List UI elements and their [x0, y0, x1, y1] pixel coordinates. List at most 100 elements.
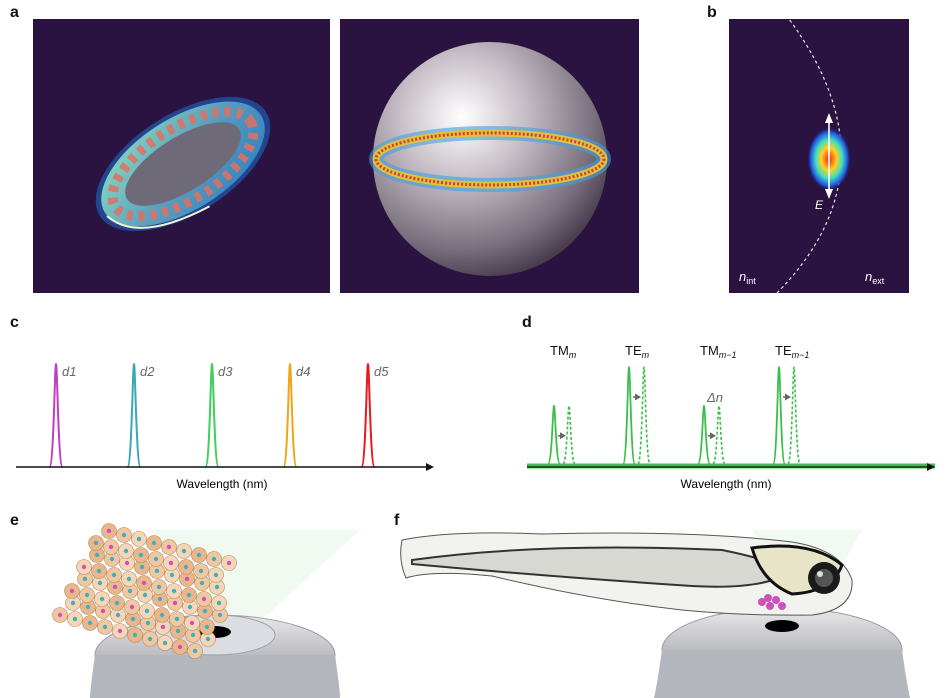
peak-d5	[360, 362, 376, 468]
peak-label-d1: d1	[62, 364, 76, 379]
mode-label-3: TMm−1	[700, 343, 737, 360]
peak-label-d5: d5	[374, 364, 389, 379]
cell-nucleus	[151, 540, 157, 546]
cell-nucleus	[181, 548, 187, 554]
cell-nucleus	[94, 552, 100, 558]
cell-cluster	[52, 523, 237, 659]
cell-nucleus	[154, 568, 160, 574]
cell-nucleus	[124, 560, 130, 566]
peak-label-d2: d2	[140, 364, 155, 379]
cell-nucleus	[115, 612, 121, 618]
peak-solid-2	[622, 366, 636, 465]
zebrafish-illustration	[400, 530, 910, 698]
shift-arrowhead-2	[635, 393, 641, 401]
cell-nucleus	[186, 592, 192, 598]
cell-nucleus	[214, 584, 220, 590]
cell-nucleus	[97, 580, 103, 586]
n-ext-label: next	[865, 269, 885, 286]
cell-nucleus	[177, 644, 183, 650]
cell-nucleus	[93, 540, 99, 546]
cell-nucleus	[172, 600, 178, 606]
panel-label-b: b	[707, 4, 717, 21]
cell-nucleus	[85, 604, 91, 610]
peak-d3	[204, 362, 220, 468]
peak-d2	[126, 362, 142, 468]
cell-nucleus	[70, 600, 76, 606]
cell-nucleus	[109, 556, 115, 562]
cell-nucleus	[160, 624, 166, 630]
cell-nucleus	[199, 580, 205, 586]
cell-nucleus	[84, 592, 90, 598]
cell-nucleus	[147, 636, 153, 642]
peak-d1	[48, 362, 64, 468]
cell-nucleus	[156, 584, 162, 590]
cell-nucleus	[159, 612, 165, 618]
cell-nucleus	[192, 648, 198, 654]
cell-nucleus	[226, 560, 232, 566]
peak-dashed-2	[637, 366, 651, 465]
cell-nucleus	[100, 608, 106, 614]
n-int-label: nint	[739, 269, 756, 286]
sphere-resonator-image	[340, 19, 639, 293]
shift-arrowhead-1	[560, 432, 566, 440]
peak-d4	[282, 362, 298, 468]
field-label: E	[815, 198, 824, 212]
cell-nucleus	[202, 608, 208, 614]
spectrum-chart-d: TMm TEm TMm−1 TEm−1 Δn Wavelength (nm)	[527, 343, 935, 491]
cell-nucleus	[175, 628, 181, 634]
panel-label-d: d	[522, 314, 532, 331]
cell-nucleus	[201, 596, 207, 602]
peak-solid-4	[772, 366, 786, 465]
cell-nucleus	[169, 572, 175, 578]
cell-nucleus	[174, 616, 180, 622]
peak-dashed-4	[787, 366, 801, 465]
cell-nucleus	[129, 604, 135, 610]
mode-label-1: TMm	[550, 343, 577, 360]
cell-nucleus	[127, 588, 133, 594]
mode-label-2: TEm	[625, 343, 650, 360]
cell-nucleus	[145, 620, 151, 626]
cell-nucleus	[69, 588, 75, 594]
cell-nucleus	[142, 592, 148, 598]
peak-dashed-1	[562, 404, 576, 465]
cell-nucleus	[112, 584, 118, 590]
cell-nucleus	[132, 632, 138, 638]
cell-nucleus	[153, 556, 159, 562]
cell-nucleus	[130, 616, 136, 622]
cell-nucleus	[72, 616, 78, 622]
spectrum-chart-c: d1 d2 d3 d4 d5 Wavelength (nm)	[16, 362, 434, 491]
cell-nucleus	[217, 612, 223, 618]
cell-nucleus	[102, 624, 108, 630]
cell-nucleus	[139, 564, 145, 570]
cell-nucleus	[184, 576, 190, 582]
x-axis-arrow-c	[426, 463, 434, 471]
cell-nucleus	[171, 588, 177, 594]
cell-nucleus	[117, 628, 123, 634]
cell-nucleus	[144, 608, 150, 614]
cell-nucleus	[126, 576, 132, 582]
cell-nucleus	[183, 564, 189, 570]
cell-nucleus	[87, 620, 93, 626]
peak-label-d3: d3	[218, 364, 233, 379]
cell-nucleus	[136, 536, 142, 542]
cell-nucleus	[187, 604, 193, 610]
x-axis-arrow-d	[927, 463, 935, 471]
spectrum-peaks-d: TMm TEm TMm−1 TEm−1 Δn	[547, 343, 809, 465]
peak-solid-1	[547, 404, 561, 465]
shift-arrowhead-4	[785, 393, 791, 401]
panel-label-f: f	[394, 512, 400, 529]
cell-nucleus	[190, 632, 196, 638]
cell-nucleus	[211, 556, 217, 562]
cell-nucleus	[166, 544, 172, 550]
x-axis-label-d: Wavelength (nm)	[681, 477, 772, 491]
cell-nucleus	[99, 596, 105, 602]
cell-nucleus	[96, 568, 102, 574]
shift-arrowhead-3	[710, 432, 716, 440]
panel-label-e: e	[10, 512, 19, 529]
cell-nucleus	[204, 624, 210, 630]
cell-nucleus	[213, 572, 219, 578]
cell-nucleus	[106, 528, 112, 534]
shift-label: Δn	[706, 390, 723, 405]
cell-nucleus	[121, 532, 127, 538]
cell-cluster-illustration	[52, 523, 360, 698]
